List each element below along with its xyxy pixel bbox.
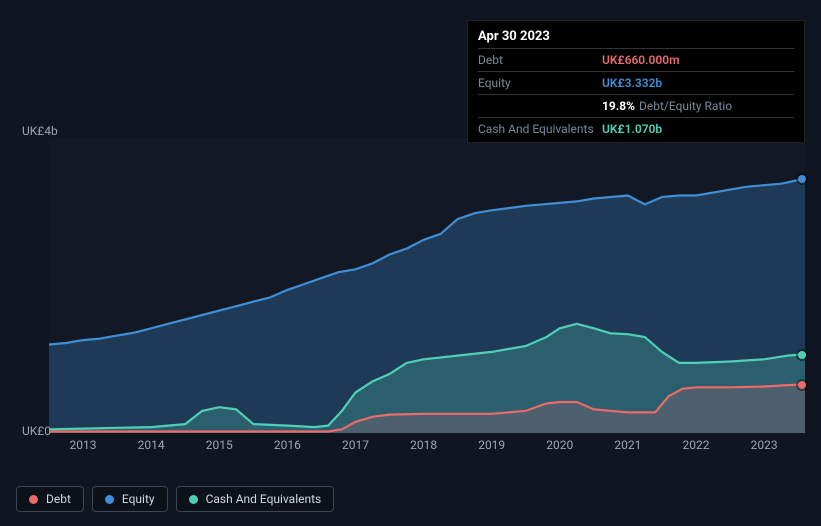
legend-dot-cash [189,495,198,504]
tooltip-ratio-value: 19.8% Debt/Equity Ratio [602,99,794,113]
series-end-marker [798,175,806,183]
yaxis-label-bottom: UK£0 [22,424,51,438]
tooltip-equity-label: Equity [478,76,602,90]
xaxis-tick-label: 2017 [342,438,369,452]
legend-label-equity: Equity [122,492,155,506]
legend-label-debt: Debt [46,492,71,506]
series-end-marker [798,381,806,389]
tooltip-cash-value: UK£1.070b [602,122,794,136]
tooltip-row-ratio: 19.8% Debt/Equity Ratio [478,95,794,118]
xaxis-tick-label: 2023 [751,438,778,452]
tooltip-box: Apr 30 2023 Debt UK£660.000m Equity UK£3… [467,20,805,143]
tooltip-row-debt: Debt UK£660.000m [478,49,794,72]
series-end-marker [798,351,806,359]
tooltip-ratio-label [478,99,602,113]
xaxis-tick-label: 2019 [478,438,505,452]
xaxis-tick-label: 2021 [614,438,641,452]
tooltip-cash-label: Cash And Equivalents [478,122,602,136]
legend-label-cash: Cash And Equivalents [206,492,322,506]
chart[interactable]: UK£4b UK£0 20132014201520162017201820192… [16,120,805,470]
xaxis-tick-label: 2022 [683,438,710,452]
legend-dot-equity [105,495,114,504]
xaxis-tick-label: 2018 [410,438,437,452]
xaxis-tick-label: 2020 [546,438,573,452]
legend: Debt Equity Cash And Equivalents [16,486,334,512]
tooltip-row-cash: Cash And Equivalents UK£1.070b [478,118,794,140]
tooltip-debt-label: Debt [478,53,602,67]
plot-svg [49,138,805,433]
yaxis-label-top: UK£4b [22,124,58,138]
xaxis-tick-label: 2015 [206,438,233,452]
tooltip-debt-value: UK£660.000m [602,53,794,67]
xaxis-labels: 2013 2014 2015 2016 2017 2018 2019 2020 2021 2022… [49,438,805,456]
plot-area[interactable] [49,138,805,433]
tooltip-date: Apr 30 2023 [478,27,794,49]
tooltip-equity-value: UK£3.332b [602,76,794,90]
legend-item-cash[interactable]: Cash And Equivalents [176,486,335,512]
xaxis-tick-label: 2014 [138,438,165,452]
legend-item-debt[interactable]: Debt [16,486,84,512]
xaxis-tick-label: 2016 [274,438,301,452]
tooltip-ratio-text: Debt/Equity Ratio [639,99,732,113]
tooltip-row-equity: Equity UK£3.332b [478,72,794,95]
legend-item-equity[interactable]: Equity [92,486,168,512]
tooltip-ratio-pct: 19.8% [602,99,635,113]
legend-dot-debt [29,495,38,504]
xaxis-tick-label: 2013 [70,438,97,452]
